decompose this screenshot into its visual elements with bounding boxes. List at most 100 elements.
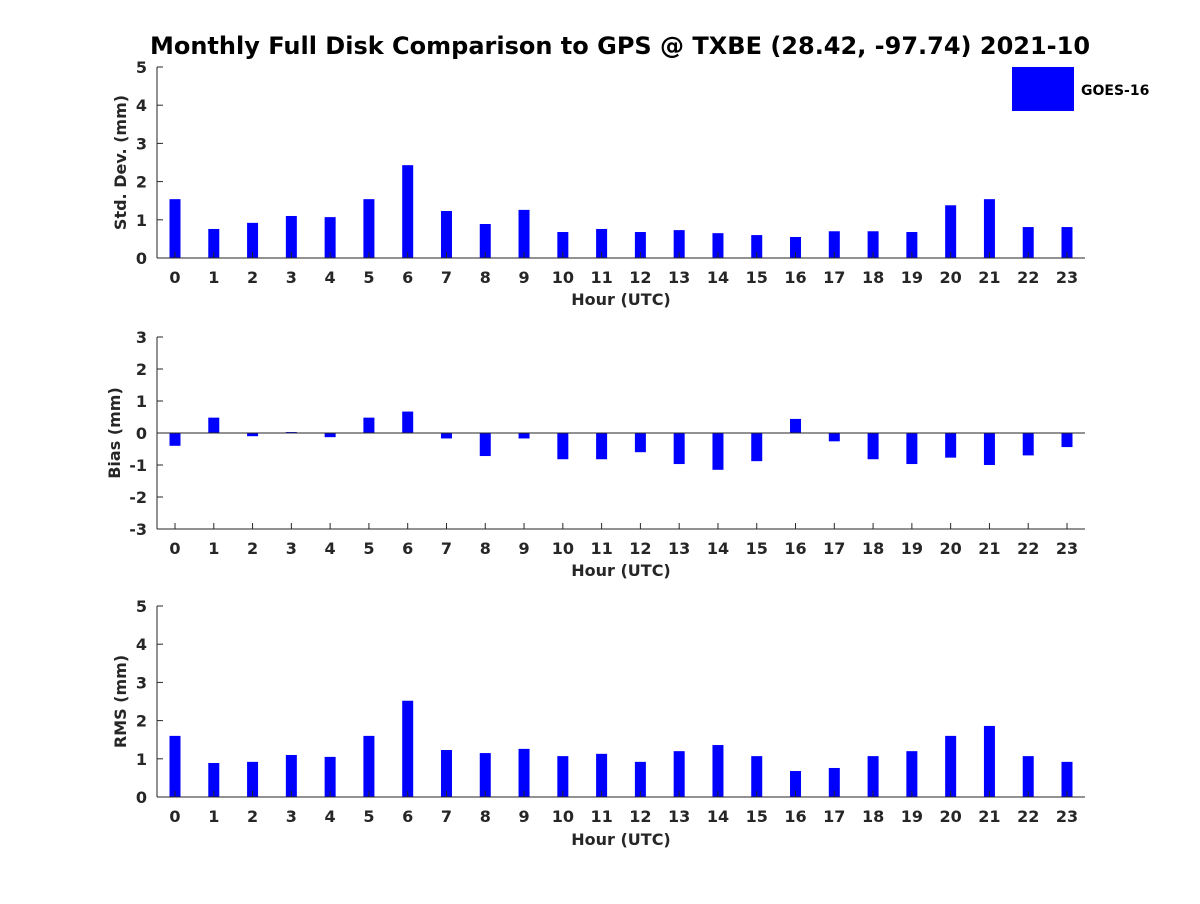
bias-x-tick-label: 7 <box>441 539 452 558</box>
rms-x-tick-label: 15 <box>746 807 768 826</box>
rms-bar <box>208 763 220 797</box>
std-dev-x-tick-label: 17 <box>823 268 845 287</box>
std-dev-x-tick-label: 12 <box>629 268 651 287</box>
bias-x-tick-label: 8 <box>480 539 491 558</box>
bias-x-tick-label: 10 <box>552 539 574 558</box>
bias-x-tick-label: 14 <box>707 539 729 558</box>
rms-x-tick-label: 7 <box>441 807 452 826</box>
std-dev-bar <box>634 232 646 258</box>
bias-y-axis-label: Bias (mm) <box>105 387 124 479</box>
std-dev-x-tick-label: 1 <box>208 268 219 287</box>
std-dev-bar <box>363 199 375 258</box>
rms-bar <box>983 725 995 797</box>
bias-bar <box>596 433 608 460</box>
std-dev-x-tick-label: 15 <box>746 268 768 287</box>
bias-bar <box>557 433 569 460</box>
std-dev-x-tick-label: 8 <box>480 268 491 287</box>
chart-title: Monthly Full Disk Comparison to GPS @ TX… <box>150 32 1090 60</box>
std-dev-bar <box>673 230 685 258</box>
std-dev-bar <box>208 228 220 258</box>
bias-x-tick-label: 6 <box>402 539 413 558</box>
rms-x-tick-label: 10 <box>552 807 574 826</box>
std-dev-bar <box>945 205 957 258</box>
bias-bar <box>402 411 414 433</box>
bias-bar <box>790 418 802 433</box>
rms-y-tick-label: 4 <box>136 635 147 654</box>
legend: GOES-16 <box>1012 67 1149 111</box>
rms-x-tick-label: 12 <box>629 807 651 826</box>
std-dev-x-tick-label: 2 <box>247 268 258 287</box>
std-dev-bar <box>324 217 336 258</box>
rms-y-tick-label: 3 <box>136 673 147 692</box>
rms-bar <box>247 761 259 797</box>
bias-y-tick-label: -2 <box>129 488 147 507</box>
bias-bar <box>945 433 957 458</box>
bias-x-tick-label: 20 <box>940 539 962 558</box>
bias-bar <box>363 417 375 433</box>
std-dev-x-tick-label: 21 <box>978 268 1000 287</box>
bias-bar <box>867 433 879 460</box>
legend-swatch <box>1012 67 1074 111</box>
std-dev-y-tick-label: 0 <box>136 249 147 268</box>
bias-bar <box>440 433 452 439</box>
bias-x-tick-label: 11 <box>590 539 612 558</box>
bias-x-tick-label: 9 <box>518 539 529 558</box>
rms-bar <box>790 771 802 797</box>
std-dev-x-tick-label: 9 <box>518 268 529 287</box>
std-dev-bar <box>790 236 802 258</box>
rms-x-tick-label: 0 <box>169 807 180 826</box>
rms-bar <box>1061 761 1073 797</box>
std-dev-x-tick-label: 18 <box>862 268 884 287</box>
bias-bar <box>983 433 995 465</box>
rms-x-tick-label: 6 <box>402 807 413 826</box>
std-dev-bar <box>169 199 181 258</box>
std-dev-x-tick-label: 0 <box>169 268 180 287</box>
std-dev-bar <box>285 215 297 258</box>
std-dev-x-tick-label: 16 <box>784 268 806 287</box>
std-dev-x-tick-label: 5 <box>363 268 374 287</box>
bias-x-tick-label: 23 <box>1056 539 1078 558</box>
rms-bar <box>596 753 608 797</box>
bias-x-tick-label: 12 <box>629 539 651 558</box>
rms-bar <box>1022 756 1034 797</box>
rms-x-tick-label: 4 <box>325 807 336 826</box>
bias-bar <box>634 433 646 453</box>
rms-bar <box>867 756 879 797</box>
rms-bar <box>169 735 181 797</box>
std-dev-bar <box>440 211 452 258</box>
std-dev-x-tick-label: 4 <box>325 268 336 287</box>
std-dev-bar <box>751 235 763 258</box>
std-dev-bar <box>1022 227 1034 258</box>
rms-x-tick-label: 9 <box>518 807 529 826</box>
rms-bar <box>402 700 414 797</box>
rms-x-axis-label: Hour (UTC) <box>571 830 671 849</box>
bias-x-tick-label: 2 <box>247 539 258 558</box>
bias-y-tick-label: 2 <box>136 360 147 379</box>
rms-bar <box>557 756 569 797</box>
bias-bar <box>906 433 918 465</box>
rms-bar <box>945 735 957 797</box>
rms-bar <box>634 761 646 797</box>
bias-x-tick-label: 13 <box>668 539 690 558</box>
bias-x-tick-label: 16 <box>784 539 806 558</box>
bias-x-tick-label: 0 <box>169 539 180 558</box>
rms-x-tick-label: 2 <box>247 807 258 826</box>
rms-x-tick-label: 1 <box>208 807 219 826</box>
rms-x-tick-label: 5 <box>363 807 374 826</box>
bias-x-tick-label: 19 <box>901 539 923 558</box>
std-dev-x-tick-label: 23 <box>1056 268 1078 287</box>
bias-x-tick-label: 21 <box>978 539 1000 558</box>
rms-x-tick-label: 8 <box>480 807 491 826</box>
rms-x-tick-label: 22 <box>1017 807 1039 826</box>
std-dev-x-tick-label: 14 <box>707 268 729 287</box>
std-dev-y-tick-label: 3 <box>136 134 147 153</box>
std-dev-x-tick-label: 13 <box>668 268 690 287</box>
rms-x-tick-label: 18 <box>862 807 884 826</box>
bias-bar <box>169 433 181 446</box>
rms-bar <box>440 750 452 797</box>
rms-bar <box>712 745 724 797</box>
std-dev-x-tick-label: 10 <box>552 268 574 287</box>
